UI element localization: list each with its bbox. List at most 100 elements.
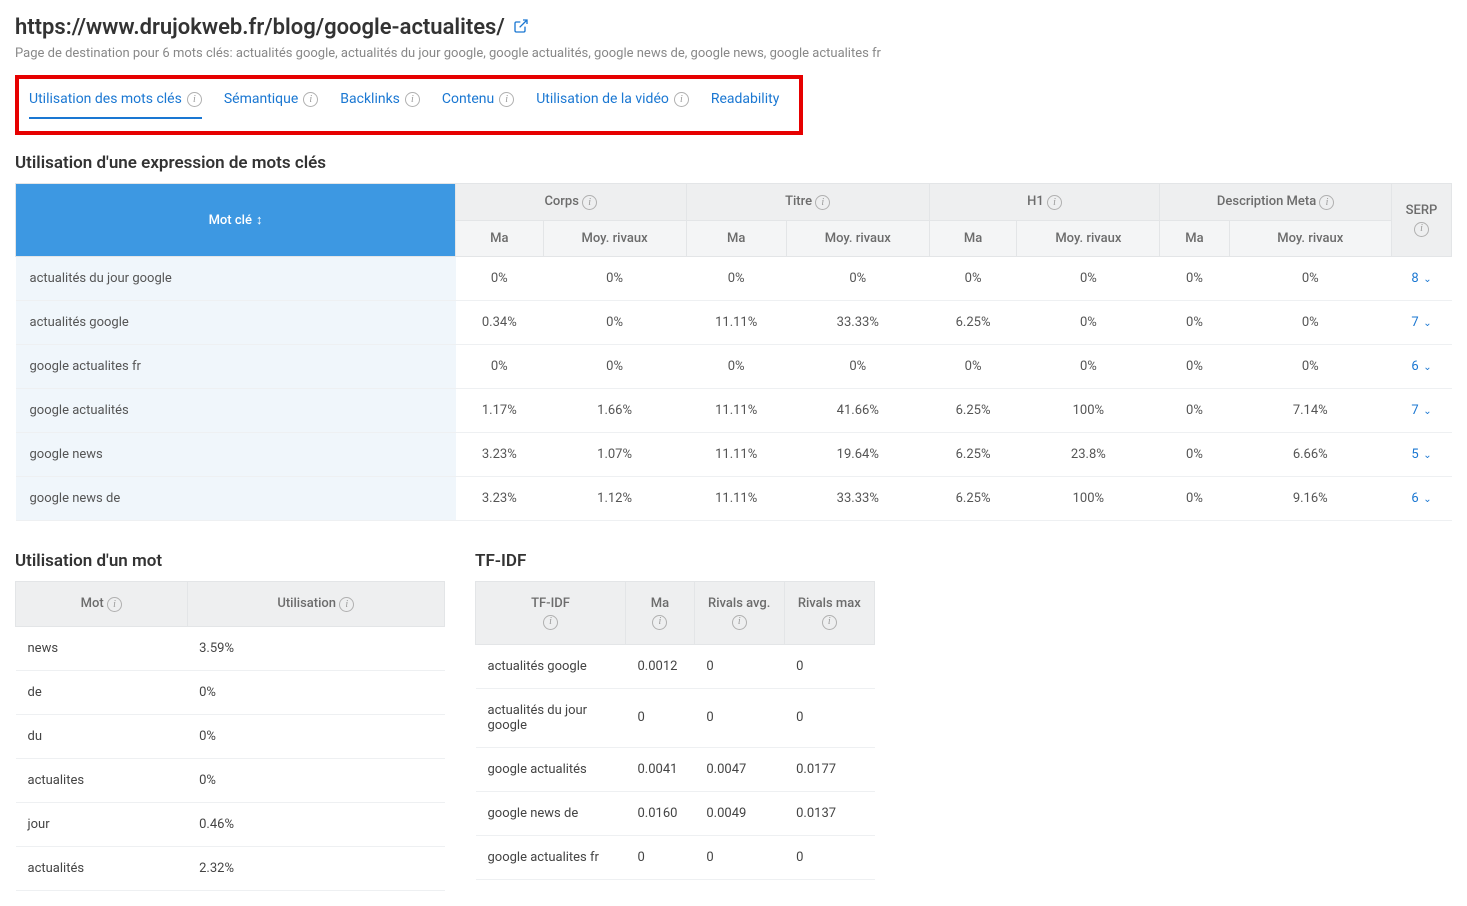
info-icon[interactable]: i bbox=[822, 615, 837, 630]
info-icon[interactable]: i bbox=[732, 615, 747, 630]
value-cell: 0% bbox=[456, 345, 544, 389]
chevron-down-icon: ⌄ bbox=[1421, 450, 1432, 461]
value-cell: 41.66% bbox=[786, 389, 929, 433]
col-group[interactable]: Titre i bbox=[686, 184, 929, 221]
chevron-down-icon: ⌄ bbox=[1421, 406, 1432, 417]
col-group-label: Description Meta bbox=[1217, 194, 1316, 209]
tfidf-table-title: TF-IDF bbox=[475, 551, 875, 571]
col-keyword[interactable]: Mot clé↕ bbox=[16, 184, 456, 257]
value-cell: 11.11% bbox=[686, 477, 786, 521]
keyword-usage-table: Mot clé↕Corps iTitre iH1 iDescription Me… bbox=[15, 183, 1452, 521]
subtitle: Page de destination pour 6 mots clés: ac… bbox=[15, 46, 1452, 61]
info-icon[interactable]: i bbox=[339, 597, 354, 612]
col-sub[interactable]: Moy. rivaux bbox=[543, 221, 686, 257]
keyword-cell: google news de bbox=[16, 477, 456, 521]
tfidf-kw-cell: actualités du jour google bbox=[476, 688, 626, 747]
col-rmax[interactable]: Rivals max i bbox=[784, 582, 874, 645]
main-table-title: Utilisation d'une expression de mots clé… bbox=[15, 153, 1452, 173]
serp-cell: 8 ⌄ bbox=[1392, 257, 1452, 301]
value-cell: 0% bbox=[1160, 301, 1229, 345]
value-cell: 0% bbox=[1017, 257, 1160, 301]
col-group[interactable]: Corps i bbox=[456, 184, 687, 221]
info-icon[interactable]: i bbox=[1414, 222, 1429, 237]
tab-s-mantique[interactable]: Sémantique i bbox=[224, 91, 318, 119]
word-cell: de bbox=[16, 671, 188, 715]
info-icon[interactable]: i bbox=[187, 92, 202, 107]
tabs: Utilisation des mots clésiSémantiqueiBac… bbox=[19, 79, 789, 131]
tab-readability[interactable]: Readability bbox=[711, 91, 779, 119]
col-serp[interactable]: SERPi bbox=[1392, 184, 1452, 257]
col-sub[interactable]: Moy. rivaux bbox=[1229, 221, 1391, 257]
table-row: actualités du jour google000 bbox=[476, 688, 875, 747]
value-cell: 0% bbox=[1229, 345, 1391, 389]
col-sub[interactable]: Ma bbox=[456, 221, 544, 257]
tfidf-kw-cell: google actualites fr bbox=[476, 835, 626, 879]
value-cell: 0% bbox=[1160, 389, 1229, 433]
col-sub[interactable]: Moy. rivaux bbox=[786, 221, 929, 257]
value-cell: 0% bbox=[1160, 433, 1229, 477]
col-group[interactable]: H1 i bbox=[929, 184, 1160, 221]
tfidf-rmax-cell: 0.0137 bbox=[784, 791, 874, 835]
info-icon[interactable]: i bbox=[815, 195, 830, 210]
table-row: actualités du jour google0%0%0%0%0%0%0%0… bbox=[16, 257, 1452, 301]
value-cell: 0% bbox=[929, 257, 1017, 301]
tab-contenu[interactable]: Contenui bbox=[442, 91, 514, 119]
col-word[interactable]: Mot i bbox=[16, 582, 188, 627]
serp-link[interactable]: 7 ⌄ bbox=[1411, 315, 1431, 330]
tab-backlinks[interactable]: Backlinksi bbox=[340, 91, 420, 119]
tab-label: Sémantique bbox=[224, 91, 298, 107]
serp-link[interactable]: 6 ⌄ bbox=[1411, 491, 1431, 506]
info-icon[interactable]: i bbox=[543, 615, 558, 630]
value-cell: 0% bbox=[456, 257, 544, 301]
info-icon[interactable]: i bbox=[107, 597, 122, 612]
chevron-down-icon: ⌄ bbox=[1421, 318, 1432, 329]
value-cell: 33.33% bbox=[786, 301, 929, 345]
tab-label: Utilisation de la vidéo bbox=[536, 91, 669, 107]
col-group-label: Corps bbox=[544, 194, 578, 209]
info-icon[interactable]: i bbox=[303, 92, 318, 107]
serp-cell: 6 ⌄ bbox=[1392, 477, 1452, 521]
value-cell: 3.23% bbox=[456, 433, 544, 477]
value-cell: 9.16% bbox=[1229, 477, 1391, 521]
col-sub[interactable]: Ma bbox=[1160, 221, 1229, 257]
tfidf-ma-cell: 0 bbox=[626, 835, 695, 879]
info-icon[interactable]: i bbox=[499, 92, 514, 107]
value-cell: 23.8% bbox=[1017, 433, 1160, 477]
col-ma[interactable]: Mai bbox=[626, 582, 695, 645]
tfidf-ravg-cell: 0 bbox=[694, 688, 784, 747]
table-row: google actualités1.17%1.66%11.11%41.66%6… bbox=[16, 389, 1452, 433]
info-icon[interactable]: i bbox=[582, 195, 597, 210]
value-cell: 1.07% bbox=[543, 433, 686, 477]
tab-utilisation-de-la-vid-o[interactable]: Utilisation de la vidéo i bbox=[536, 91, 689, 119]
info-icon[interactable]: i bbox=[1319, 195, 1334, 210]
table-row: actualites0% bbox=[16, 759, 445, 803]
col-group[interactable]: Description Meta i bbox=[1160, 184, 1392, 221]
chevron-down-icon: ⌄ bbox=[1421, 362, 1432, 373]
col-sub[interactable]: Ma bbox=[929, 221, 1017, 257]
info-icon[interactable]: i bbox=[1047, 195, 1062, 210]
serp-link[interactable]: 7 ⌄ bbox=[1411, 403, 1431, 418]
col-sub[interactable]: Moy. rivaux bbox=[1017, 221, 1160, 257]
value-cell: 0% bbox=[1017, 345, 1160, 389]
col-sub[interactable]: Ma bbox=[686, 221, 786, 257]
info-icon[interactable]: i bbox=[405, 92, 420, 107]
value-cell: 0% bbox=[686, 345, 786, 389]
value-cell: 1.66% bbox=[543, 389, 686, 433]
info-icon[interactable]: i bbox=[674, 92, 689, 107]
serp-link[interactable]: 5 ⌄ bbox=[1411, 447, 1431, 462]
col-tfidf[interactable]: TF-IDFi bbox=[476, 582, 626, 645]
table-row: du0% bbox=[16, 715, 445, 759]
serp-link[interactable]: 6 ⌄ bbox=[1411, 359, 1431, 374]
tab-utilisation-des-mots-cl-s[interactable]: Utilisation des mots clési bbox=[29, 91, 202, 119]
external-link-icon[interactable] bbox=[513, 18, 529, 38]
col-rmax-label: Rivals max bbox=[798, 596, 861, 612]
value-cell: 1.17% bbox=[456, 389, 544, 433]
col-ravg[interactable]: Rivals avg.i bbox=[694, 582, 784, 645]
serp-link[interactable]: 8 ⌄ bbox=[1411, 271, 1431, 286]
value-cell: 6.25% bbox=[929, 389, 1017, 433]
table-row: actualités google0.001200 bbox=[476, 644, 875, 688]
tfidf-ravg-cell: 0 bbox=[694, 835, 784, 879]
col-usage[interactable]: Utilisation i bbox=[187, 582, 444, 627]
info-icon[interactable]: i bbox=[652, 615, 667, 630]
tfidf-ma-cell: 0 bbox=[626, 688, 695, 747]
